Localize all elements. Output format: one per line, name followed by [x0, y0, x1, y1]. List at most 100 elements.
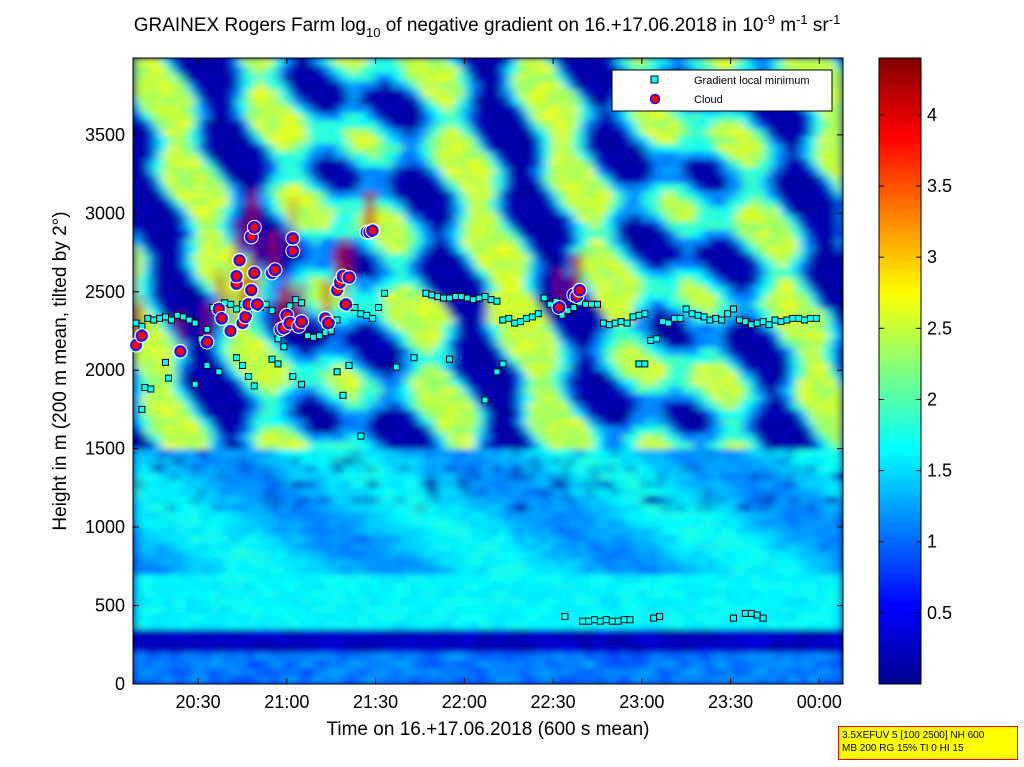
- heatmap-cell: [438, 112, 444, 122]
- heatmap-cell: [618, 136, 624, 145]
- heatmap-cell: [463, 261, 469, 270]
- heatmap-cell: [338, 65, 344, 75]
- heatmap-cell: [748, 128, 754, 137]
- heatmap-cell: [328, 277, 334, 286]
- heatmap-cell: [503, 245, 509, 255]
- heatmap-cell: [798, 128, 804, 137]
- heatmap-cell: [443, 214, 449, 223]
- heatmap-cell: [503, 97, 509, 106]
- heatmap-cell: [283, 253, 289, 263]
- heatmap-cell: [608, 245, 614, 255]
- heatmap-cell: [278, 175, 284, 184]
- heatmap-cell: [468, 222, 474, 231]
- heatmap-cell: [648, 316, 654, 325]
- heatmap-cell: [583, 167, 589, 176]
- heatmap-cell: [298, 81, 304, 90]
- heatmap-cell: [418, 97, 424, 106]
- heatmap-cell: [788, 230, 794, 239]
- heatmap-cell: [208, 159, 214, 169]
- heatmap-cell: [378, 159, 384, 169]
- heatmap-cell: [468, 112, 474, 122]
- heatmap-cell: [143, 269, 149, 278]
- heatmap-cell: [198, 300, 204, 310]
- heatmap-cell: [413, 65, 419, 75]
- heatmap-cell: [258, 324, 264, 333]
- heatmap-cell: [273, 191, 279, 200]
- heatmap-cell: [283, 214, 289, 223]
- heatmap-cell: [538, 245, 544, 255]
- heatmap-cell: [753, 277, 759, 286]
- heatmap-cell: [433, 230, 439, 239]
- heatmap-cell: [293, 89, 299, 98]
- heatmap-cell: [598, 128, 604, 137]
- heatmap-cell: [538, 159, 544, 169]
- heatmap-cell: [153, 253, 159, 263]
- heatmap-cell: [698, 230, 704, 239]
- heatmap-cell: [218, 324, 224, 333]
- heatmap-cell: [748, 159, 754, 169]
- heatmap-cell: [403, 292, 409, 302]
- heatmap-cell: [558, 58, 564, 67]
- heatmap-cell: [793, 167, 799, 176]
- heatmap-cell: [748, 183, 754, 192]
- heatmap-cell: [233, 222, 239, 231]
- heatmap-cell: [213, 191, 219, 200]
- heatmap-cell: [238, 104, 244, 114]
- heatmap-cell: [448, 237, 454, 247]
- heatmap-cell: [458, 183, 464, 192]
- heatmap-cell: [188, 112, 194, 122]
- heatmap-cell: [523, 183, 529, 192]
- heatmap-cell: [368, 253, 374, 263]
- heatmap-cell: [573, 175, 579, 184]
- heatmap-cell: [223, 214, 229, 223]
- heatmap-cell: [553, 269, 559, 278]
- heatmap-cell: [693, 112, 699, 122]
- heatmap-cell: [598, 269, 604, 278]
- heatmap-cell: [573, 104, 579, 114]
- heatmap-cell: [803, 159, 809, 169]
- heatmap-cell: [533, 261, 539, 270]
- heatmap-cell: [608, 58, 614, 67]
- heatmap-cell: [193, 300, 199, 310]
- heatmap-cell: [293, 65, 299, 75]
- heatmap-cell: [373, 237, 379, 247]
- heatmap-cell: [673, 144, 679, 153]
- heatmap-cell: [418, 277, 424, 286]
- heatmap-cell: [678, 300, 684, 310]
- heatmap-cell: [463, 206, 469, 216]
- heatmap-cell: [623, 277, 629, 286]
- heatmap-cell: [288, 277, 294, 286]
- heatmap-cell: [308, 58, 314, 67]
- heatmap-cell: [283, 65, 289, 75]
- heatmap-cell: [518, 167, 524, 176]
- heatmap-cell: [143, 230, 149, 239]
- heatmap-cell: [648, 214, 654, 223]
- heatmap-cell: [678, 191, 684, 200]
- heatmap-cell: [373, 253, 379, 263]
- heatmap-cell: [483, 58, 489, 67]
- heatmap-cell: [253, 120, 259, 130]
- heatmap-cell: [623, 136, 629, 145]
- heatmap-cell: [378, 292, 384, 302]
- heatmap-cell: [748, 300, 754, 310]
- heatmap-cell: [668, 253, 674, 263]
- heatmap-cell: [528, 65, 534, 75]
- heatmap-cell: [143, 136, 149, 145]
- heatmap-cell: [743, 230, 749, 239]
- heatmap-cell: [658, 120, 664, 130]
- heatmap-cell: [393, 159, 399, 169]
- heatmap-cell: [363, 104, 369, 114]
- heatmap-cell: [593, 261, 599, 270]
- heatmap-cell: [263, 144, 269, 153]
- heatmap-cell: [433, 151, 439, 161]
- heatmap-cell: [158, 65, 164, 75]
- heatmap-cell: [408, 120, 414, 130]
- heatmap-cell: [628, 136, 634, 145]
- heatmap-cell: [478, 104, 484, 114]
- heatmap-cell: [783, 159, 789, 169]
- heatmap-cell: [203, 284, 209, 294]
- heatmap-cell: [363, 292, 369, 302]
- heatmap-cell: [703, 198, 709, 208]
- heatmap-cell: [303, 89, 309, 98]
- heatmap-cell: [483, 151, 489, 161]
